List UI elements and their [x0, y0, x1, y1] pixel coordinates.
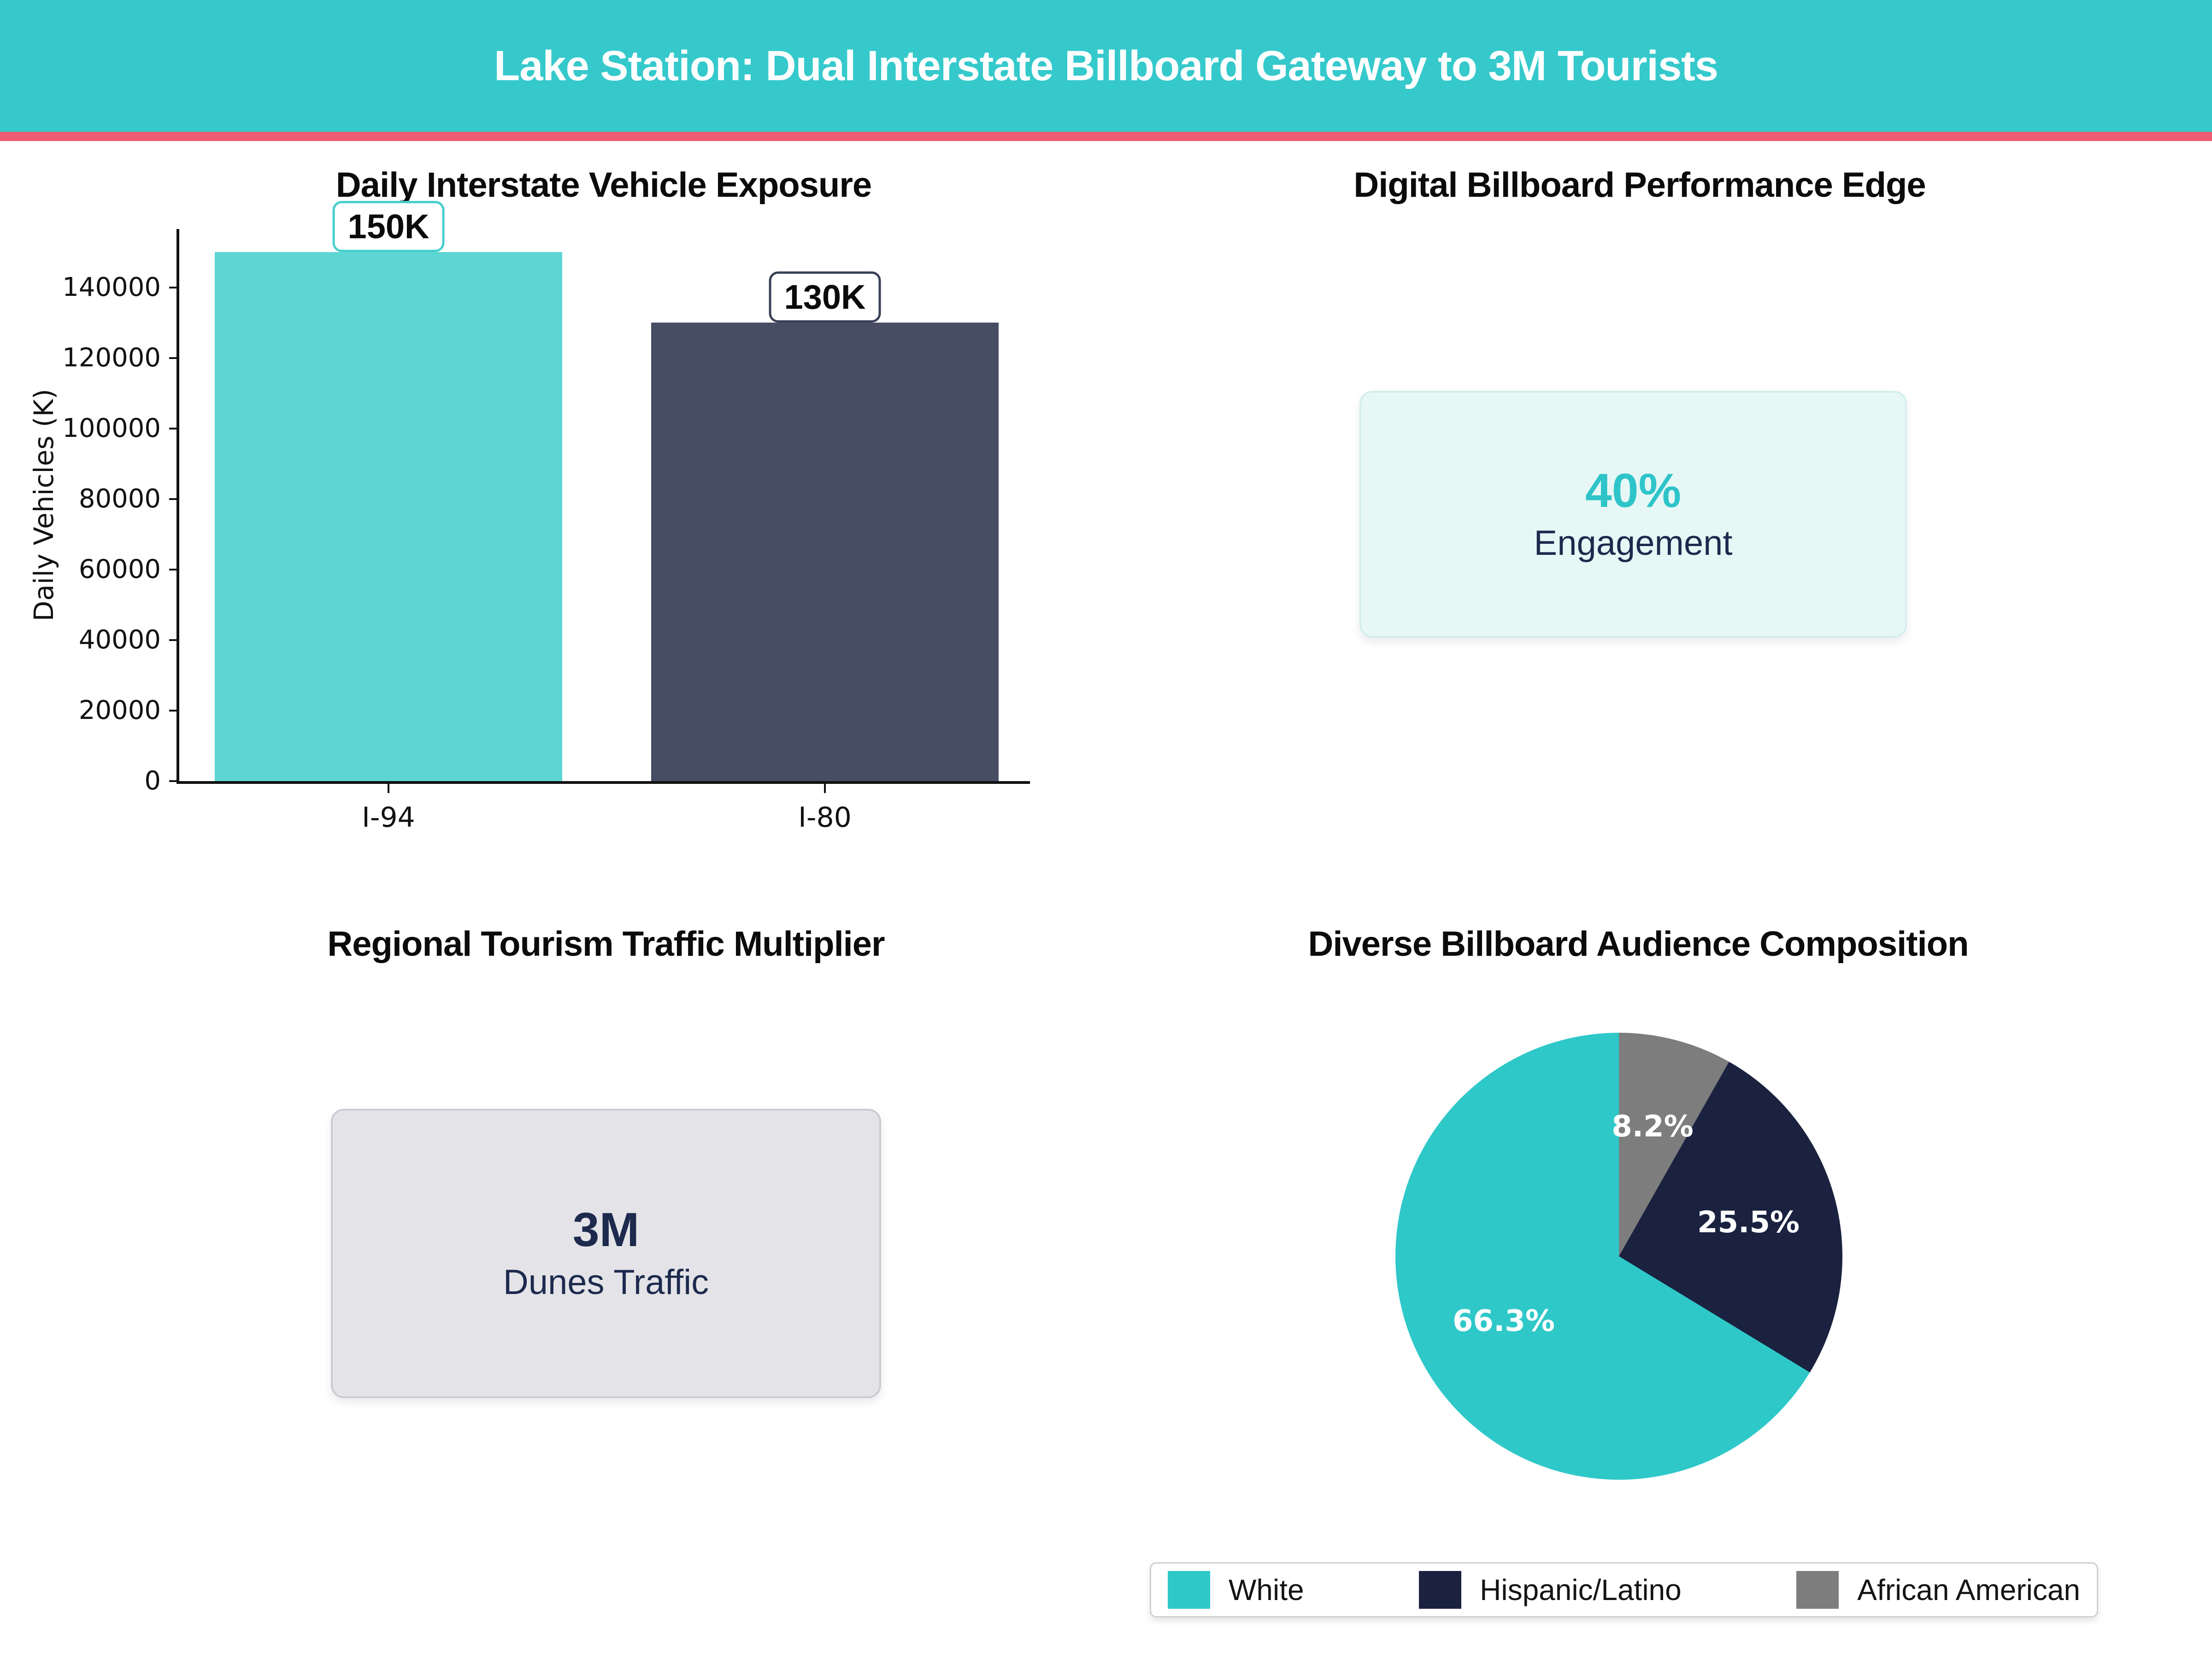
legend-item-hispanic-latino: Hispanic/Latino — [1419, 1571, 1682, 1609]
y-axis-tick-label: 0 — [144, 766, 161, 796]
x-axis-tick-label-i80: I-80 — [798, 801, 852, 834]
engagement-label: Engagement — [1534, 524, 1733, 563]
legend-item-white: White — [1168, 1571, 1304, 1609]
tourism-stat-card: 3M Dunes Traffic — [331, 1109, 881, 1398]
y-axis-tick-label: 120000 — [62, 343, 161, 373]
engagement-stat-card: 40% Engagement — [1359, 391, 1907, 638]
legend-label-white: White — [1229, 1573, 1304, 1606]
legend-label-african-american: African American — [1857, 1573, 2080, 1606]
pie-percent-african-american: 8.2% — [1612, 1110, 1694, 1144]
engagement-value: 40% — [1585, 464, 1682, 518]
bar-value-label-i80: 130K — [769, 271, 881, 323]
pie-legend: White Hispanic/Latino African American — [1150, 1562, 2098, 1618]
bar-chart-y-axis-label: Daily Vehicles (K) — [28, 388, 59, 622]
tourism-panel-title: Regional Tourism Traffic Multiplier — [327, 924, 885, 964]
bar-value-label-i94: 150K — [332, 201, 445, 252]
y-axis-tick-mark — [169, 639, 176, 641]
tourism-label: Dunes Traffic — [503, 1263, 709, 1302]
y-axis-tick-mark — [169, 357, 176, 359]
engagement-panel-title: Digital Billboard Performance Edge — [1353, 165, 1926, 205]
legend-item-african-american: African American — [1796, 1571, 2080, 1609]
legend-label-hispanic-latino: Hispanic/Latino — [1480, 1573, 1682, 1606]
y-axis-tick-mark — [169, 498, 176, 500]
bar-chart-title: Daily Interstate Vehicle Exposure — [335, 165, 872, 205]
pie-chart-title: Diverse Billboard Audience Composition — [1308, 924, 1969, 964]
y-axis-tick-mark — [169, 569, 176, 571]
bar-chart-plot-area: 0 20000 40000 60000 80000 100000 120000 140000 … — [62, 201, 1030, 834]
legend-swatch-white — [1168, 1571, 1210, 1609]
pie-percent-white: 66.3% — [1452, 1304, 1555, 1338]
bar-i94 — [215, 252, 562, 781]
x-axis-tick-label-i94: I-94 — [362, 801, 415, 834]
x-axis-tick-mark — [824, 784, 826, 793]
pie-percent-hispanic-latino: 25.5% — [1697, 1206, 1800, 1240]
y-axis-tick-label: 60000 — [78, 554, 161, 584]
y-axis-tick-label: 20000 — [78, 695, 161, 725]
legend-swatch-hispanic-latino — [1419, 1571, 1462, 1609]
header-accent-line — [0, 132, 2212, 141]
y-axis-tick-mark — [169, 287, 176, 288]
page-title: Lake Station: Dual Interstate Billboard … — [494, 42, 1718, 89]
audience-pie-chart: 66.3% 25.5% 8.2% — [1395, 1033, 1842, 1480]
tourism-value: 3M — [572, 1203, 640, 1257]
y-axis-spine — [176, 229, 179, 784]
y-axis-tick-label: 40000 — [78, 625, 161, 655]
y-axis-tick-mark — [169, 428, 176, 429]
bar-i80 — [651, 323, 999, 781]
y-axis-tick-label: 100000 — [62, 413, 161, 443]
legend-swatch-african-american — [1796, 1571, 1839, 1609]
header-banner: Lake Station: Dual Interstate Billboard … — [0, 0, 2212, 132]
x-axis-tick-mark — [388, 784, 389, 793]
y-axis-tick-mark — [169, 780, 176, 782]
x-axis-spine — [176, 781, 1030, 784]
y-axis-tick-label: 140000 — [62, 272, 161, 302]
y-axis-tick-label: 80000 — [78, 484, 161, 514]
y-axis-tick-mark — [169, 710, 176, 712]
